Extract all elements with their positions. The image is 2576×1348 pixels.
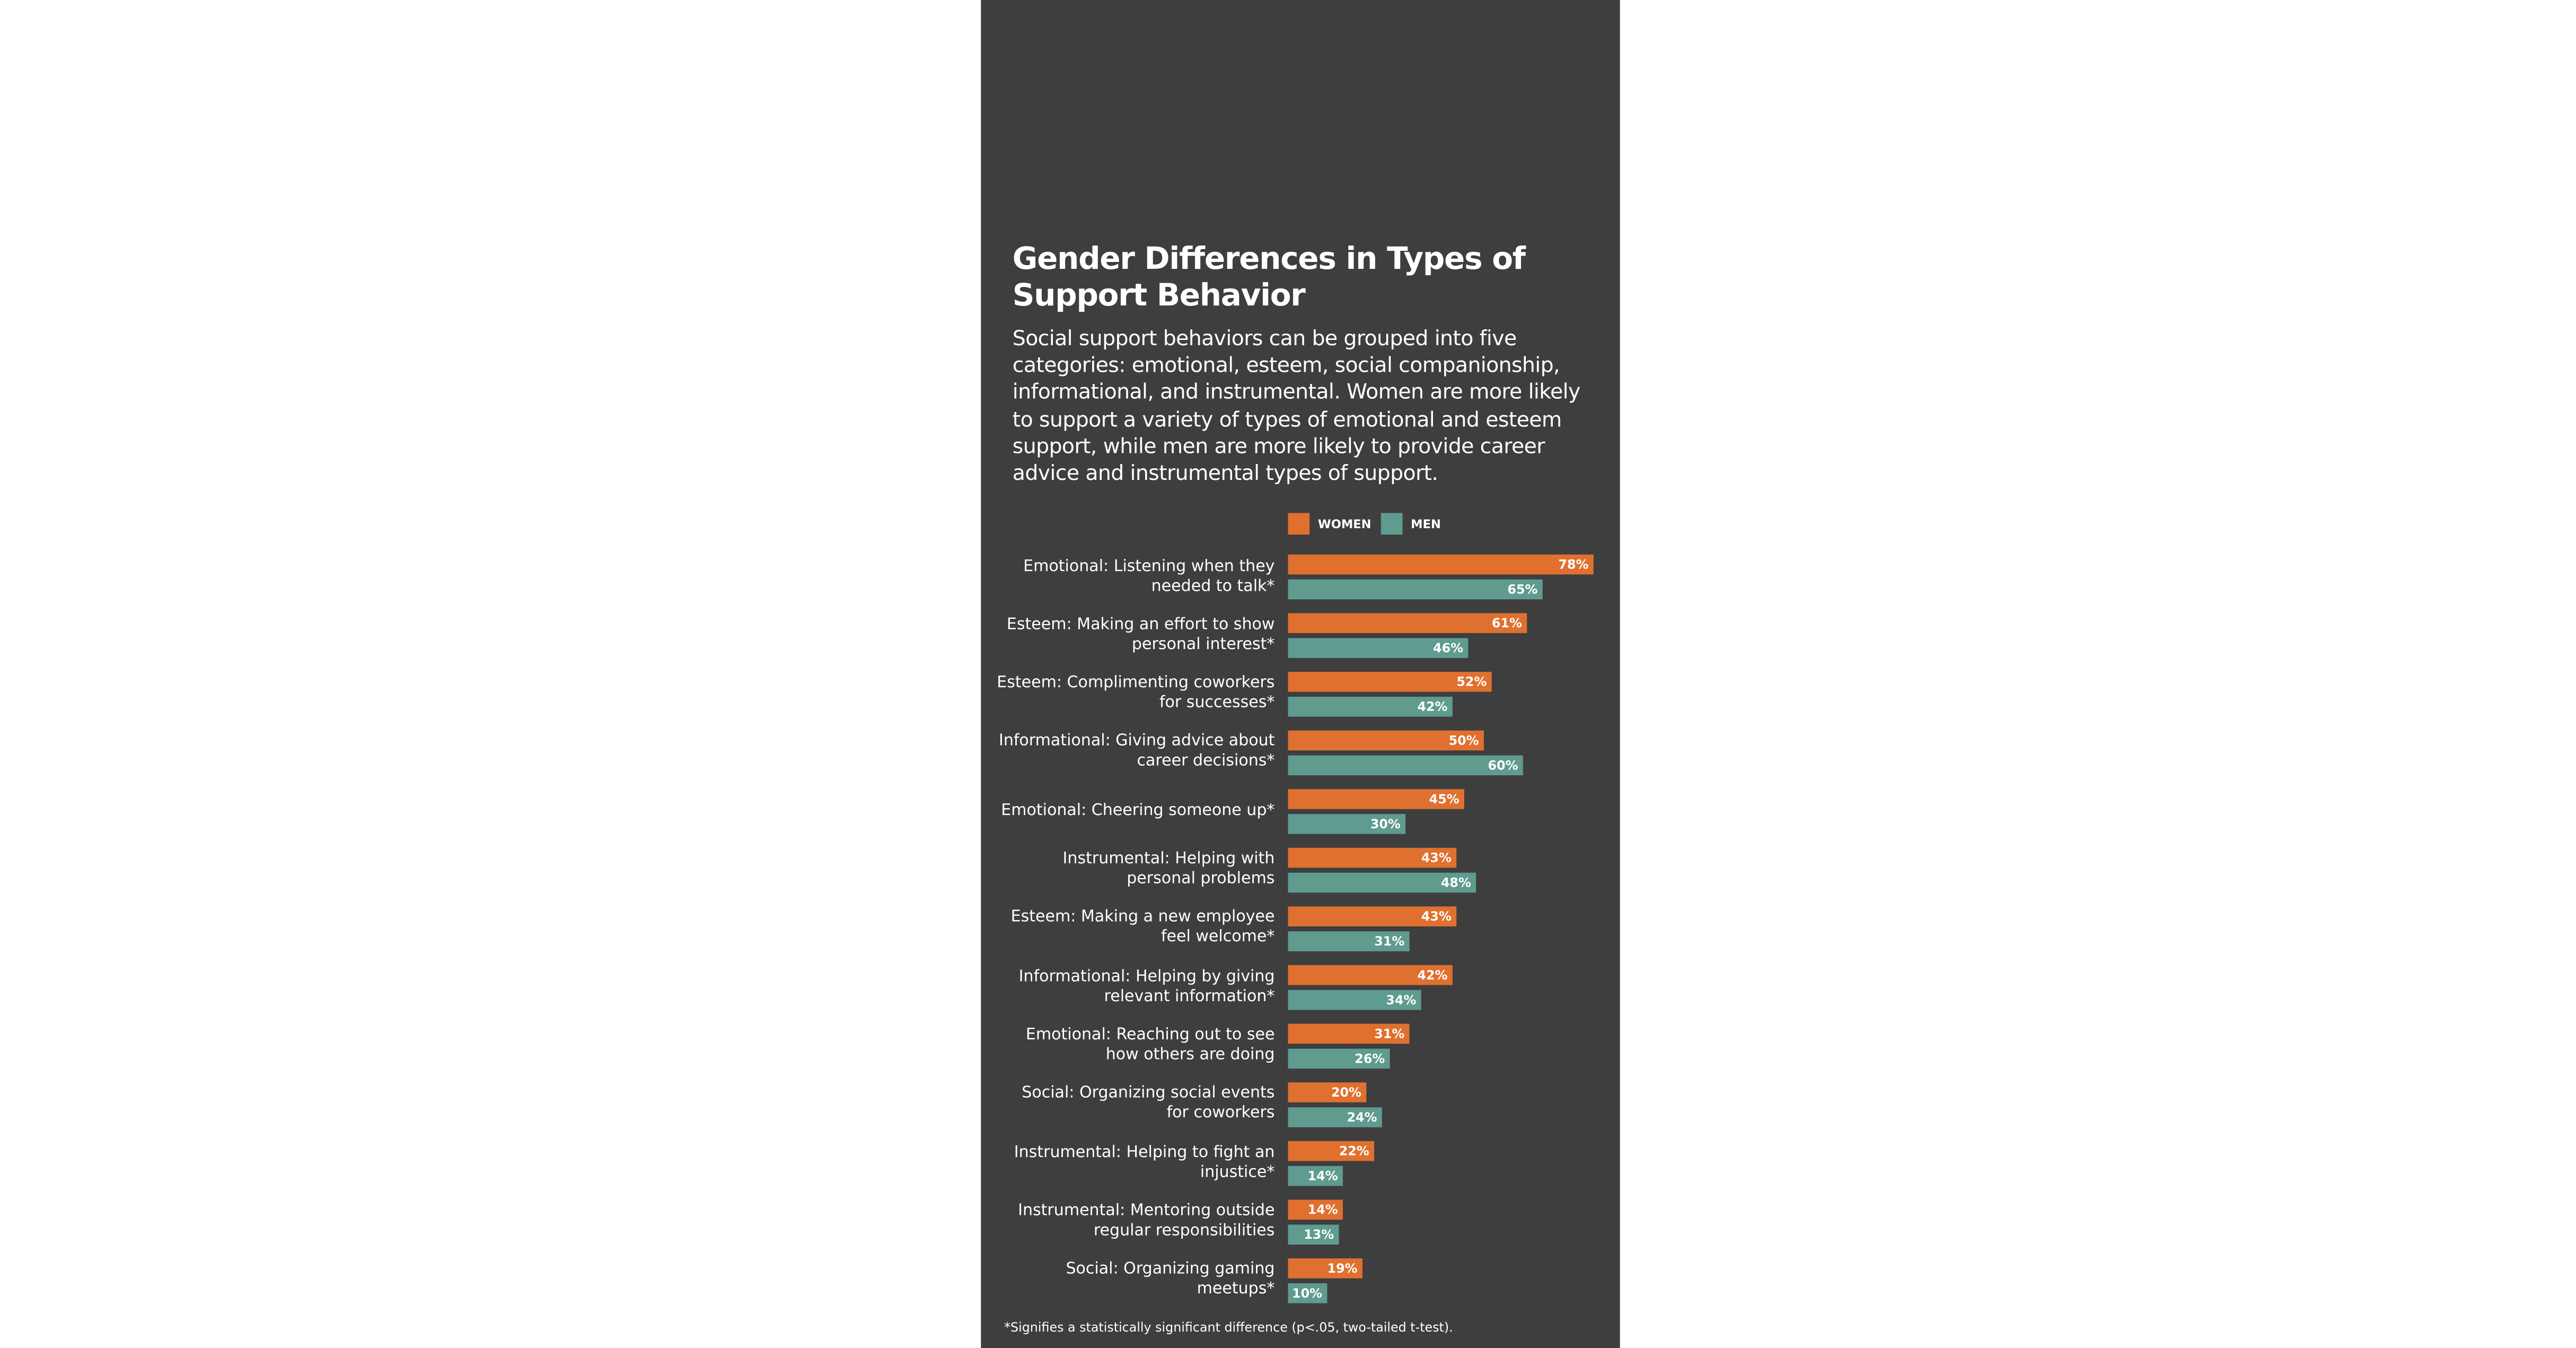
value-label: 43% [1421,851,1452,865]
category-label: Esteem: Making an effort to show persona… [1006,615,1275,654]
value-label: 22% [1339,1144,1369,1159]
value-label: 43% [1421,909,1452,924]
category-label: Instrumental: Helping with personal prob… [1062,850,1275,889]
category-label: Social: Organizing social events for cow… [1022,1084,1275,1123]
bar [1288,1283,1327,1303]
bar [1288,554,1594,575]
bar [1288,696,1453,717]
legend-swatch [1288,513,1310,535]
value-label: 78% [1559,557,1589,572]
value-label: 42% [1418,699,1448,714]
bar [1288,990,1421,1010]
category-label: Informational: Giving advice about caree… [998,733,1275,772]
legend-label: WOMEN [1318,518,1371,531]
bar [1288,1200,1343,1220]
category-label: Emotional: Cheering someone up* [1001,801,1275,820]
bar [1288,1141,1375,1161]
bar [1288,872,1476,893]
bar [1288,931,1410,951]
bar [1288,638,1469,658]
category-label: Emotional: Reaching out to see how other… [1025,1026,1275,1065]
category-label: Instrumental: Mentoring outside regular … [1018,1202,1275,1241]
bar [1288,1107,1382,1127]
value-label: 60% [1488,758,1518,773]
bar [1288,671,1492,692]
bar [1288,906,1457,926]
bar [1288,1224,1339,1245]
bar [1288,847,1457,868]
value-label: 31% [1374,1026,1404,1041]
value-label: 30% [1370,817,1401,831]
value-label: 14% [1308,1169,1338,1184]
bar [1288,613,1527,633]
category-label: Instrumental: Helping to fight an injust… [1014,1143,1275,1182]
category-label: Informational: Helping by giving relevan… [1018,967,1275,1006]
category-label: Esteem: Complimenting coworkers for succ… [997,674,1275,713]
bar [1288,730,1484,751]
value-label: 48% [1441,876,1471,890]
legend-label: MEN [1411,518,1441,531]
value-label: 50% [1449,733,1479,748]
category-label: Esteem: Making a new employee feel welco… [1010,909,1275,948]
value-label: 45% [1429,792,1460,807]
value-label: 26% [1355,1051,1385,1066]
value-label: 65% [1507,582,1537,597]
bar [1288,789,1464,809]
bar [1288,1048,1390,1069]
value-label: 20% [1331,1085,1361,1100]
bar [1288,1258,1362,1279]
value-label: 24% [1347,1110,1377,1125]
bar [1288,755,1523,776]
value-label: 52% [1456,675,1487,689]
category-label: Social: Organizing gaming meetups* [1066,1261,1275,1299]
bar [1288,1082,1367,1102]
value-label: 34% [1386,993,1416,1008]
footnote: *Signifies a statistically significant d… [1004,1319,1453,1335]
value-label: 14% [1308,1202,1338,1217]
bar [1288,1166,1343,1186]
value-label: 61% [1492,616,1522,631]
bar [1288,1023,1410,1044]
bar [1288,814,1406,834]
value-label: 19% [1327,1261,1358,1276]
value-label: 13% [1304,1227,1334,1242]
value-label: 10% [1292,1286,1322,1301]
value-label: 42% [1418,968,1448,983]
legend-swatch [1381,513,1403,535]
value-label: 31% [1374,934,1404,949]
chart-subtitle: Social support behaviors can be grouped … [1012,325,1581,485]
bar [1288,579,1543,600]
bar [1288,965,1453,985]
value-label: 46% [1433,641,1463,655]
chart-title: Gender Differences in Types of Support B… [1012,242,1526,313]
category-label: Emotional: Listening when they needed to… [1023,557,1275,596]
